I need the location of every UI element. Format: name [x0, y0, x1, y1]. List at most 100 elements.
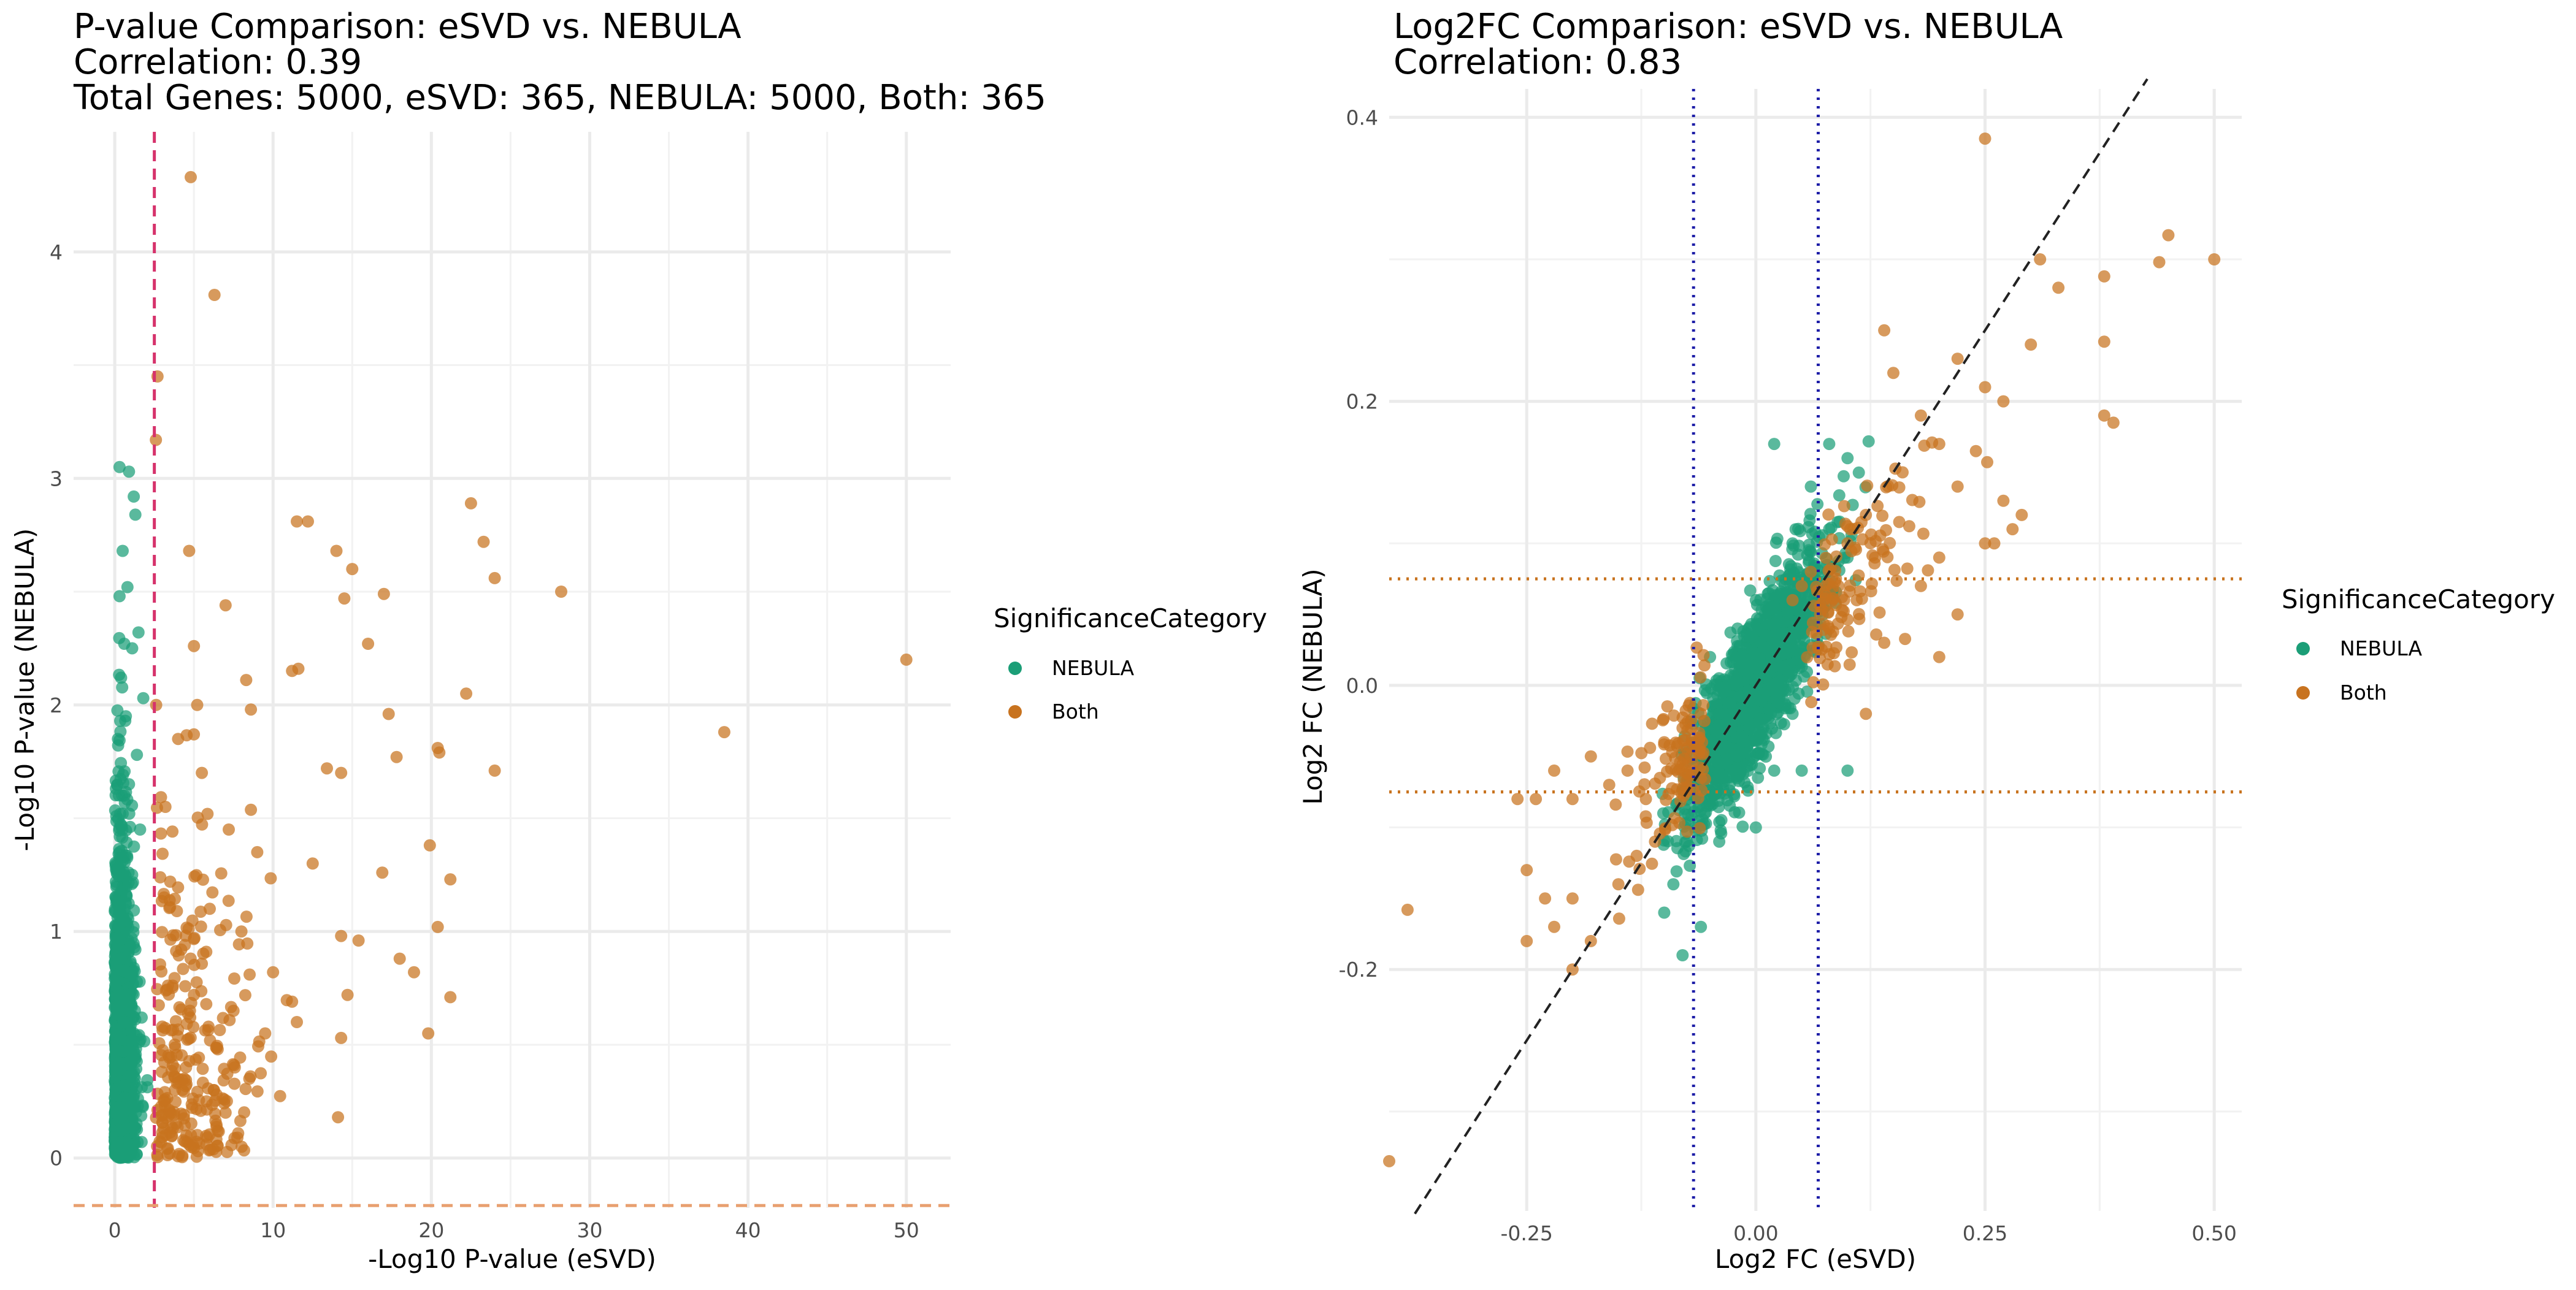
panel-2-point-both: [1822, 508, 1835, 521]
panel-1-point-both: [264, 872, 277, 885]
panel-1-y-tick-label: 3: [50, 467, 63, 490]
panel-1-point-both: [196, 766, 209, 779]
panel-2-point-both: [1860, 708, 1873, 720]
panel-1-point-both: [223, 823, 235, 836]
panel-1-point-both: [155, 1066, 168, 1078]
panel-2-point-nebula: [1736, 820, 1749, 833]
panel-2-point-both: [1844, 579, 1857, 592]
panel-2-point-both: [1693, 744, 1706, 757]
panel-2-point-both: [1584, 750, 1597, 763]
panel-2-point-nebula: [1715, 814, 1728, 826]
panel-1-point-both: [169, 1062, 182, 1075]
panel-2-point-nebula: [1767, 617, 1780, 630]
panel-2-x-tick-label: 0.25: [1963, 1221, 2007, 1245]
panel-1-plot: 0 10 20 30 40 50 0 1 2 3 4: [50, 132, 951, 1242]
panel-1-point-both: [243, 1072, 256, 1085]
panel-2-point-both: [1548, 920, 1560, 933]
panel-1-x-tick-label: 30: [577, 1218, 602, 1242]
panel-1-point-both: [193, 1051, 205, 1064]
panel-1-point-both: [191, 1085, 204, 1098]
panel-2-point-both: [1807, 676, 1820, 689]
panel-2-point-both: [1646, 717, 1658, 730]
panel-2-point-nebula: [1711, 744, 1723, 757]
panel-2-point-nebula: [1823, 523, 1836, 536]
panel-1-point-both: [291, 515, 303, 528]
panel-2-point-both: [1933, 551, 1945, 564]
panel-1-point-both: [338, 592, 351, 605]
panel-2-point-both: [2015, 508, 2028, 521]
panel-2-point-nebula: [1803, 514, 1816, 527]
panel-1-point-nebula: [112, 733, 125, 746]
panel-2-point-nebula: [1811, 498, 1824, 511]
panel-1-point-both: [433, 746, 446, 759]
panel-2-point-both: [1893, 516, 1906, 529]
panel-1-point-both: [150, 433, 163, 446]
panel-1-x-tick-label: 10: [260, 1218, 286, 1242]
panel-1-point-both: [200, 1138, 213, 1151]
panel-1-point-both: [225, 1139, 238, 1151]
panel-1-point-nebula: [124, 1034, 137, 1047]
panel-2-point-both: [1988, 537, 2001, 550]
panel-1-point-both: [477, 535, 490, 548]
panel-1-point-both: [161, 1142, 174, 1155]
panel-1-point-both: [362, 638, 375, 650]
panel-1-point-both: [255, 1067, 267, 1080]
panel-1-point-both: [173, 1001, 186, 1013]
panel-2-point-both: [1979, 132, 1991, 145]
panel-2-point-both: [1693, 822, 1706, 834]
panel-2-point-both: [1820, 640, 1833, 653]
panel-1-point-nebula: [111, 1136, 124, 1149]
panel-2-point-both: [1639, 793, 1652, 806]
panel-1-point-both: [156, 1020, 169, 1033]
panel-2-point-both: [2208, 253, 2221, 265]
panel-2-point-both: [1890, 574, 1903, 587]
panel-1-point-both: [423, 839, 436, 852]
panel-1-point-nebula: [117, 1016, 130, 1029]
panel-1-point-both: [156, 847, 169, 860]
panel-1-point-both: [172, 733, 185, 746]
panel-2-point-both: [2098, 409, 2110, 422]
panel-2-point-both: [1914, 409, 1927, 422]
panel-1-point-both: [228, 1077, 241, 1090]
panel-1-title-line-2: Correlation: 0.39: [74, 42, 362, 82]
panel-1-point-both: [184, 1031, 197, 1044]
panel-2-point-nebula: [1841, 452, 1854, 465]
panel-1-point-both: [188, 728, 201, 741]
panel-1-point-nebula: [112, 920, 125, 933]
panel-1-point-both: [196, 818, 209, 831]
panel-2-point-nebula: [1705, 791, 1718, 804]
panel-1-point-nebula: [109, 980, 122, 993]
panel-2-point-nebula: [1785, 560, 1798, 573]
panel-2-x-tick-label: 0.50: [2191, 1221, 2236, 1245]
panel-1-point-nebula: [113, 1056, 126, 1069]
panel-1-point-nebula: [129, 943, 142, 956]
panel-2-point-both: [1951, 608, 1964, 621]
panel-2-point-both: [1511, 793, 1524, 806]
panel-2-point-nebula: [1768, 438, 1781, 451]
panel-1-y-tick-label: 0: [50, 1147, 63, 1170]
panel-2-point-both: [1685, 733, 1698, 746]
panel-2-point-nebula: [1792, 687, 1805, 700]
panel-2-point-nebula: [1838, 470, 1850, 483]
panel-2-point-nebula: [1862, 435, 1875, 448]
panel-2-legend-label-both: Both: [2340, 681, 2387, 704]
panel-1-point-nebula: [126, 868, 139, 881]
panel-1-point-both: [200, 998, 213, 1010]
panel-1-point-both: [382, 708, 395, 720]
panel-2-point-nebula: [1852, 466, 1865, 479]
panel-1-point-nebula: [110, 880, 123, 893]
panel-1-point-both: [175, 943, 188, 956]
panel-1-point-both: [240, 910, 253, 923]
panel-1-point-nebula: [113, 460, 126, 473]
panel-2-point-nebula: [1769, 686, 1782, 699]
panel-1-point-both: [267, 966, 280, 979]
panel-2-point-both: [1548, 764, 1560, 777]
panel-1-point-nebula: [137, 692, 150, 704]
panel-2-point-both: [1671, 783, 1684, 796]
panel-2-point-nebula: [1841, 764, 1854, 777]
panel-1-point-nebula: [128, 490, 140, 503]
panel-2-plot: -0.25 0.00 0.25 0.50 0.4 0.2 0.0 -0.2: [1339, 78, 2242, 1245]
panel-2-point-both: [2107, 416, 2120, 429]
panel-1-x-tick-label: 20: [418, 1218, 444, 1242]
